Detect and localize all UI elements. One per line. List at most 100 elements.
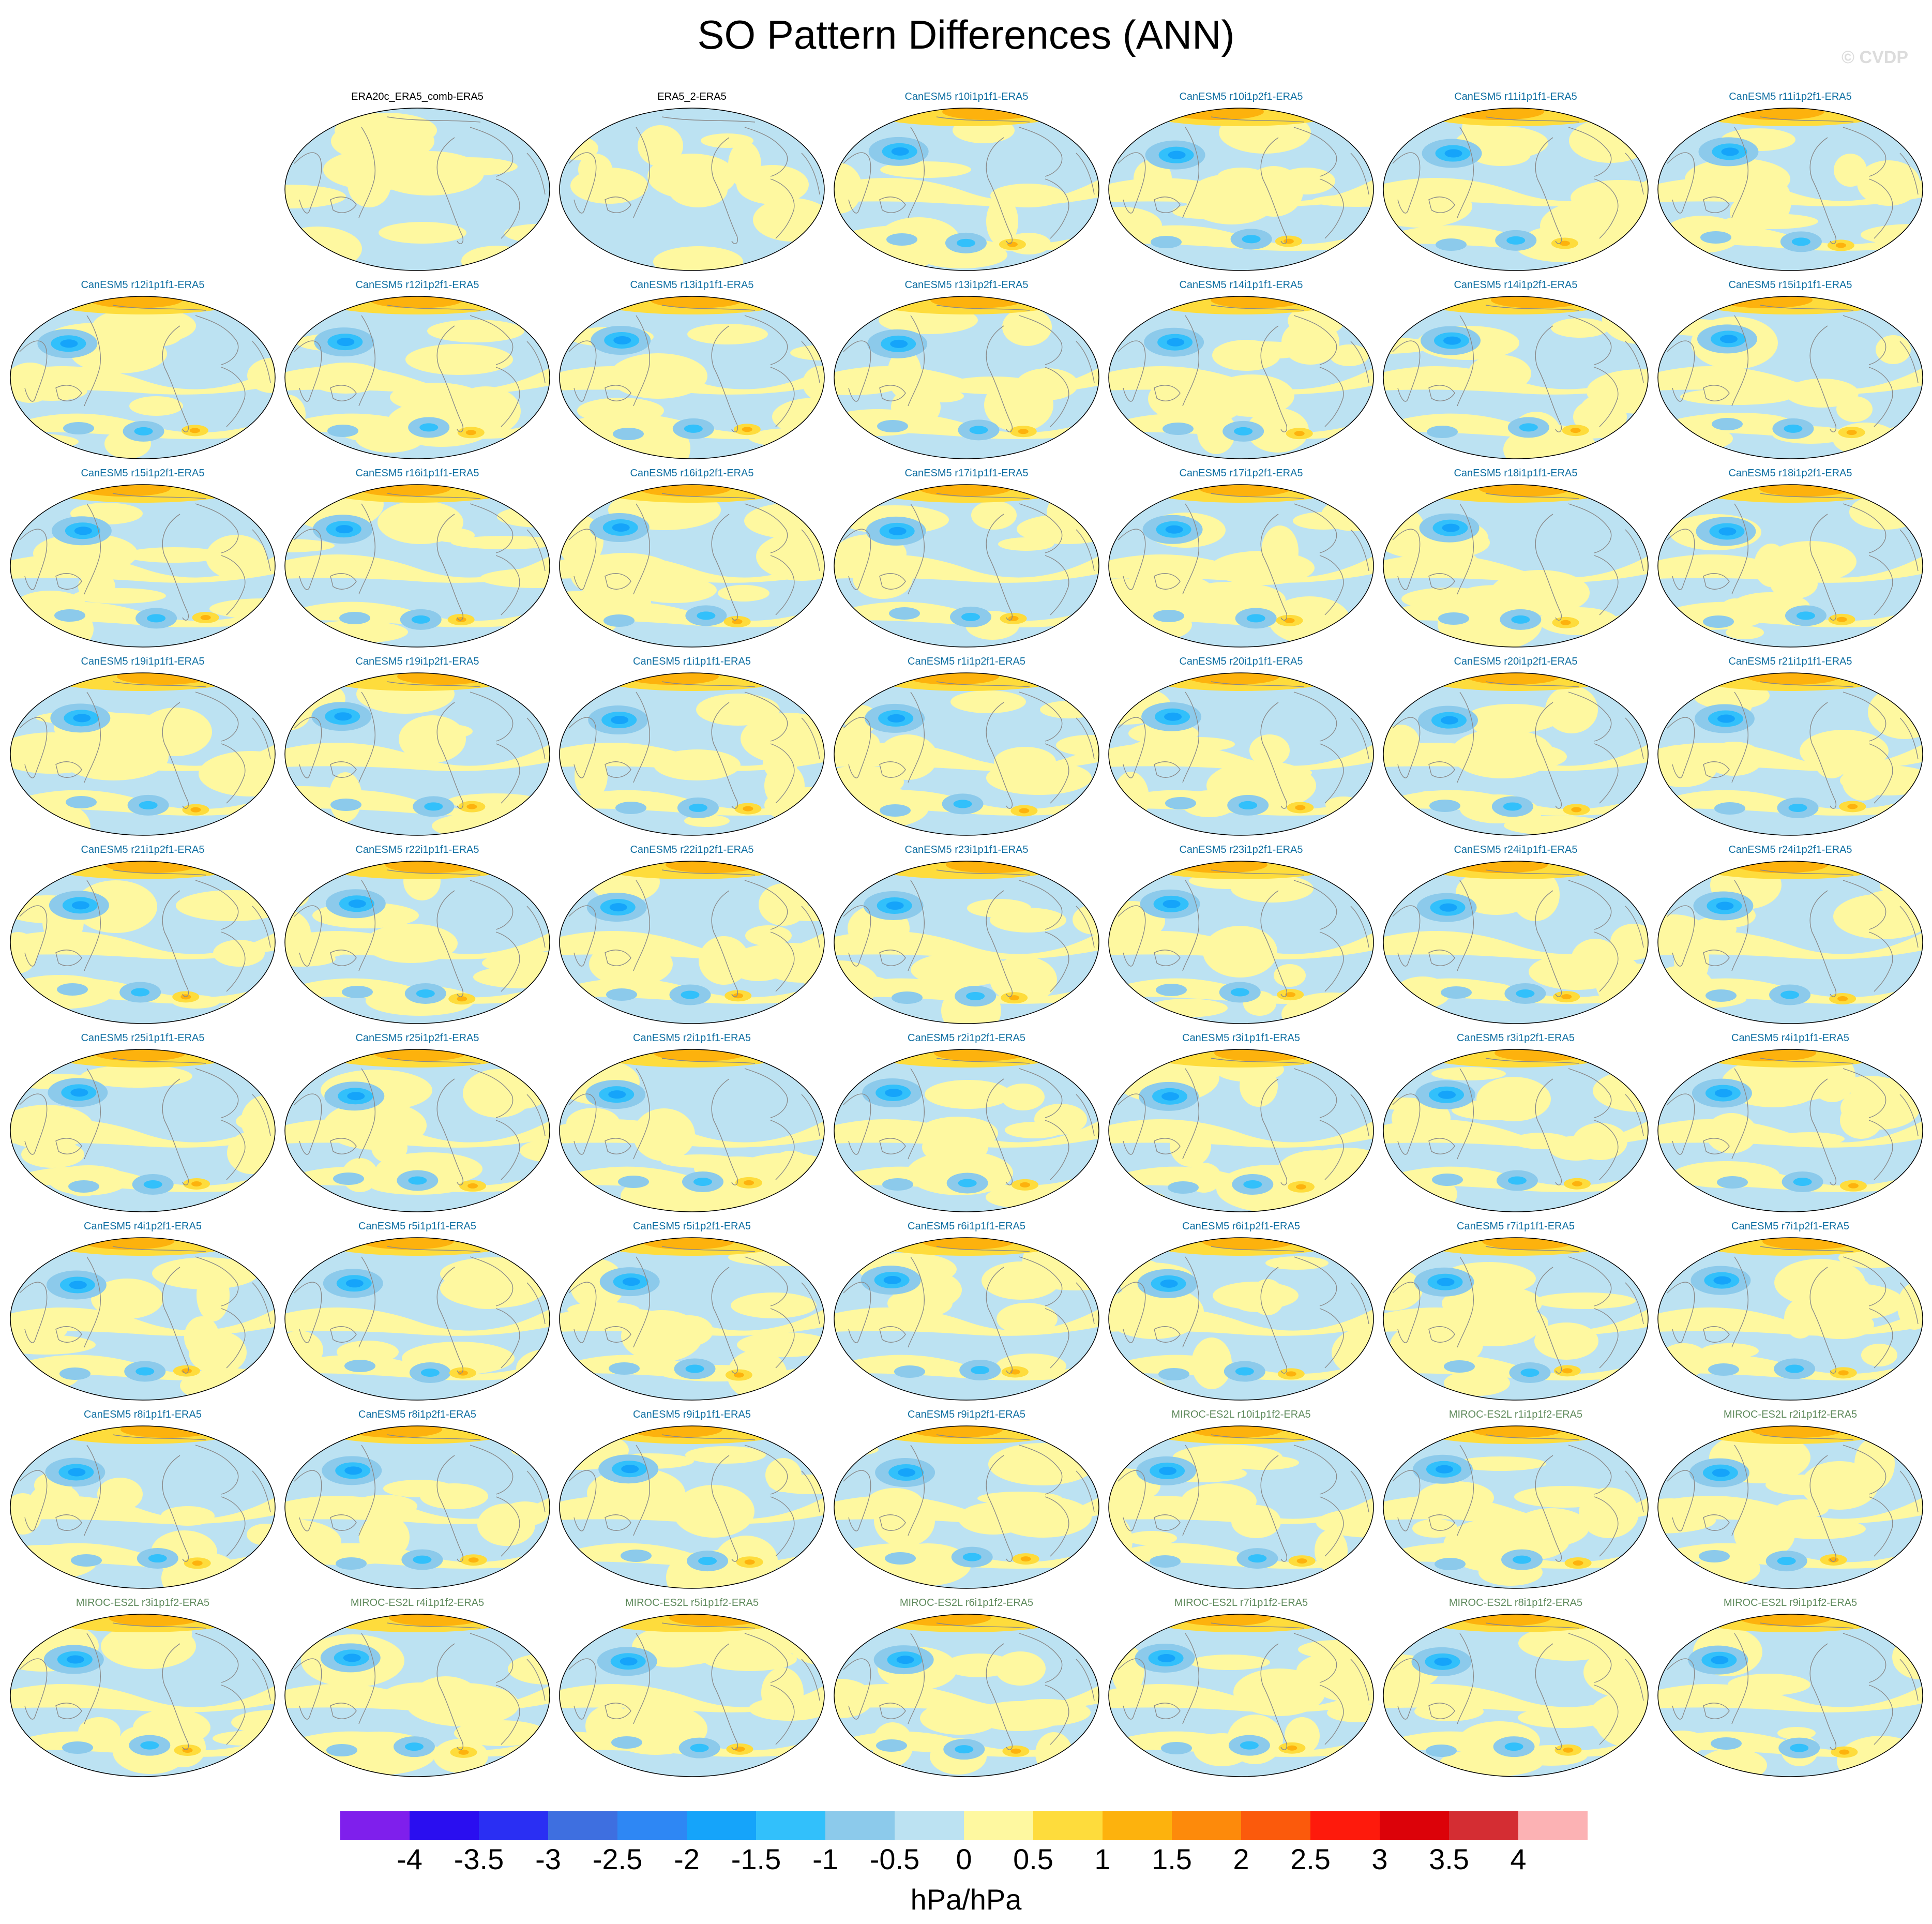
sea-level-pressure-map xyxy=(10,1237,276,1401)
panel-label: CanESM5 r17i1p2f1-ERA5 xyxy=(1179,468,1303,479)
sea-level-pressure-map xyxy=(1383,296,1649,459)
panel-label: CanESM5 r20i1p2f1-ERA5 xyxy=(1454,656,1578,667)
sea-level-pressure-map xyxy=(834,861,1099,1024)
sea-level-pressure-map xyxy=(1383,1614,1649,1777)
sea-level-pressure-map xyxy=(1383,484,1649,648)
sea-level-pressure-map xyxy=(1657,1237,1923,1401)
colorbar-tick-label: -2 xyxy=(674,1843,700,1875)
sea-level-pressure-map xyxy=(1383,108,1649,271)
map-panel: ERA20c_ERA5_comb-ERA5 xyxy=(284,90,551,272)
map-panel: CanESM5 r19i1p2f1-ERA5 xyxy=(284,655,551,837)
map-panel: CanESM5 r1i1p2f1-ERA5 xyxy=(833,655,1100,837)
colorbar-tick-label: 3 xyxy=(1371,1843,1387,1875)
map-panel: CanESM5 r6i1p1f1-ERA5 xyxy=(833,1220,1100,1402)
panel-label: CanESM5 r23i1p1f1-ERA5 xyxy=(904,844,1029,855)
map-panel: CanESM5 r16i1p1f1-ERA5 xyxy=(284,467,551,649)
colorbar-tick-label: 1.5 xyxy=(1152,1843,1192,1875)
panel-label: MIROC-ES2L r4i1p1f2-ERA5 xyxy=(350,1597,485,1609)
map-panel: CanESM5 r11i1p1f1-ERA5 xyxy=(1382,90,1649,272)
panel-label: MIROC-ES2L r1i1p1f2-ERA5 xyxy=(1448,1409,1583,1420)
panel-label: CanESM5 r18i1p2f1-ERA5 xyxy=(1728,468,1852,479)
panel-label: CanESM5 r6i1p2f1-ERA5 xyxy=(1182,1221,1300,1232)
panel-label: CanESM5 r22i1p1f1-ERA5 xyxy=(355,844,479,855)
panel-label: CanESM5 r18i1p1f1-ERA5 xyxy=(1454,468,1578,479)
panel-label: CanESM5 r1i1p2f1-ERA5 xyxy=(908,656,1025,667)
colorbar-tick-label: 4 xyxy=(1510,1843,1526,1875)
sea-level-pressure-map xyxy=(1383,672,1649,836)
colorbar-tick-label: 0 xyxy=(956,1843,972,1875)
panel-label: CanESM5 r24i1p2f1-ERA5 xyxy=(1728,844,1852,855)
panel-label: CanESM5 r7i1p1f1-ERA5 xyxy=(1457,1221,1575,1232)
panel-label: CanESM5 r17i1p1f1-ERA5 xyxy=(904,468,1029,479)
colorbar-tick-label: 0.5 xyxy=(1013,1843,1053,1875)
sea-level-pressure-map xyxy=(834,672,1099,836)
sea-level-pressure-map xyxy=(559,484,825,648)
map-panel: CanESM5 r20i1p2f1-ERA5 xyxy=(1382,655,1649,837)
colorbar-swatch xyxy=(410,1811,479,1840)
colorbar-swatch xyxy=(756,1811,825,1840)
map-panel: MIROC-ES2L r6i1p1f2-ERA5 xyxy=(833,1596,1100,1778)
panel-label: MIROC-ES2L r6i1p1f2-ERA5 xyxy=(899,1597,1034,1609)
panel-label: CanESM5 r9i1p1f1-ERA5 xyxy=(633,1409,751,1420)
sea-level-pressure-map xyxy=(1383,1425,1649,1589)
map-panel: CanESM5 r13i1p2f1-ERA5 xyxy=(833,278,1100,460)
map-panel: CanESM5 r23i1p2f1-ERA5 xyxy=(1108,843,1375,1025)
panel-label: MIROC-ES2L r9i1p1f2-ERA5 xyxy=(1723,1597,1858,1609)
colorbar-tick-label: -1.5 xyxy=(731,1843,781,1875)
page-title: SO Pattern Differences (ANN) xyxy=(697,12,1235,57)
panel-label: CanESM5 r23i1p2f1-ERA5 xyxy=(1179,844,1303,855)
sea-level-pressure-map xyxy=(10,1425,276,1589)
colorbar-tick-label: -3 xyxy=(535,1843,561,1875)
map-panel: CanESM5 r19i1p1f1-ERA5 xyxy=(9,655,276,837)
panel-label: CanESM5 r6i1p1f1-ERA5 xyxy=(908,1221,1025,1232)
map-panel: CanESM5 r18i1p2f1-ERA5 xyxy=(1657,467,1924,649)
map-panel: CanESM5 r12i1p1f1-ERA5 xyxy=(9,278,276,460)
sea-level-pressure-map xyxy=(1657,108,1923,271)
sea-level-pressure-map xyxy=(1383,861,1649,1024)
panel-label: CanESM5 r24i1p1f1-ERA5 xyxy=(1454,844,1578,855)
map-panel: CanESM5 r9i1p1f1-ERA5 xyxy=(559,1408,825,1590)
panel-label: MIROC-ES2L r2i1p1f2-ERA5 xyxy=(1723,1409,1858,1420)
map-panel: CanESM5 r8i1p1f1-ERA5 xyxy=(9,1408,276,1590)
sea-level-pressure-map xyxy=(559,1425,825,1589)
map-panel: CanESM5 r14i1p2f1-ERA5 xyxy=(1382,278,1649,460)
panel-label: CanESM5 r21i1p2f1-ERA5 xyxy=(81,844,205,855)
colorbar-swatch xyxy=(1172,1811,1241,1840)
panel-label: MIROC-ES2L r5i1p1f2-ERA5 xyxy=(625,1597,759,1609)
sea-level-pressure-map xyxy=(10,296,276,459)
sea-level-pressure-map xyxy=(1383,1237,1649,1401)
panel-label: CanESM5 r13i1p1f1-ERA5 xyxy=(630,279,754,291)
map-panel: CanESM5 r22i1p2f1-ERA5 xyxy=(559,843,825,1025)
sea-level-pressure-map xyxy=(1657,484,1923,648)
panel-label: CanESM5 r1i1p1f1-ERA5 xyxy=(633,656,751,667)
panel-label: CanESM5 r3i1p2f1-ERA5 xyxy=(1457,1032,1575,1044)
sea-level-pressure-map xyxy=(1657,1425,1923,1589)
colorbar-tick-label: -2.5 xyxy=(593,1843,643,1875)
colorbar-tick-label: -3.5 xyxy=(454,1843,504,1875)
panel-label: MIROC-ES2L r3i1p1f2-ERA5 xyxy=(76,1597,210,1609)
credit-watermark: © CVDP xyxy=(1842,48,1908,67)
sea-level-pressure-map xyxy=(284,1237,550,1401)
colorbar-swatch xyxy=(1310,1811,1380,1840)
map-panel: CanESM5 r7i1p1f1-ERA5 xyxy=(1382,1220,1649,1402)
colorbar-tick-label: 2.5 xyxy=(1290,1843,1331,1875)
sea-level-pressure-map xyxy=(834,296,1099,459)
panel-label: MIROC-ES2L r10i1p1f2-ERA5 xyxy=(1171,1409,1311,1420)
panel-label: CanESM5 r21i1p1f1-ERA5 xyxy=(1728,656,1852,667)
sea-level-pressure-map xyxy=(10,861,276,1024)
panel-label: CanESM5 r5i1p1f1-ERA5 xyxy=(358,1221,476,1232)
panel-label: CanESM5 r10i1p2f1-ERA5 xyxy=(1179,91,1303,102)
map-panel: CanESM5 r25i1p2f1-ERA5 xyxy=(284,1031,551,1213)
map-panel: MIROC-ES2L r9i1p1f2-ERA5 xyxy=(1657,1596,1924,1778)
panel-label: CanESM5 r13i1p2f1-ERA5 xyxy=(904,279,1029,291)
sea-level-pressure-map xyxy=(1108,296,1374,459)
colorbar-units: hPa/hPa xyxy=(910,1883,1022,1916)
panel-label: CanESM5 r2i1p1f1-ERA5 xyxy=(633,1032,751,1044)
colorbar-swatch xyxy=(1033,1811,1103,1840)
map-panel: CanESM5 r12i1p2f1-ERA5 xyxy=(284,278,551,460)
map-panel: CanESM5 r18i1p1f1-ERA5 xyxy=(1382,467,1649,649)
panel-label: CanESM5 r19i1p1f1-ERA5 xyxy=(81,656,205,667)
colorbar-tick-label: 2 xyxy=(1233,1843,1249,1875)
sea-level-pressure-map xyxy=(1108,1614,1374,1777)
panel-label: CanESM5 r19i1p2f1-ERA5 xyxy=(355,656,479,667)
